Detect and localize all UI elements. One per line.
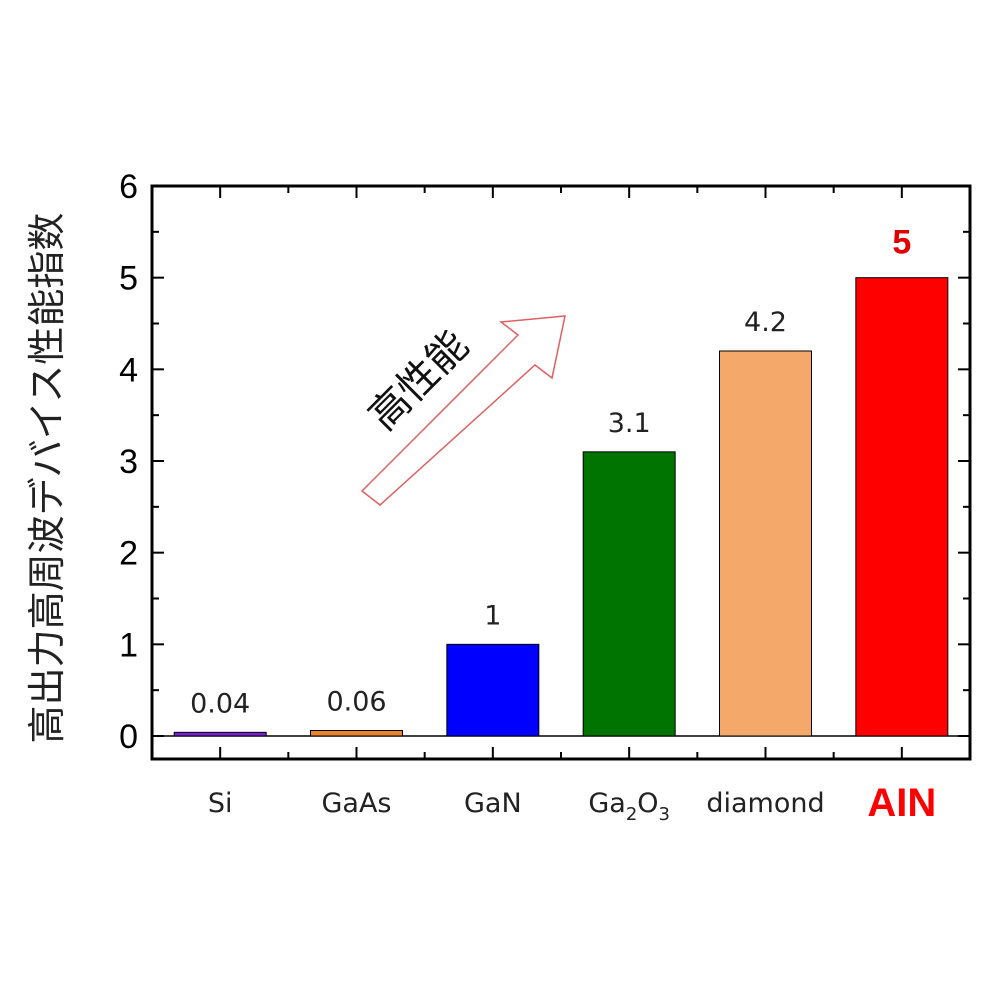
value-labels: 0.04 0.06 1 3.1 4.2 5 — [190, 224, 911, 720]
y-tick-labels: 0 1 2 3 4 5 6 — [119, 168, 138, 756]
bar-ga2o3 — [582, 451, 676, 737]
performance-arrow — [360, 315, 566, 506]
y-tick-label: 3 — [119, 443, 138, 481]
axis-ticks — [152, 185, 970, 759]
y-tick-label: 1 — [119, 626, 138, 664]
value-label: 0.04 — [190, 688, 250, 719]
bar-gaas — [310, 730, 403, 737]
value-label: 0.06 — [326, 687, 386, 718]
category-label: AIN — [867, 781, 936, 825]
category-labels: Si GaAs GaN Ga2O3 diamond AIN — [208, 781, 936, 825]
category-label: GaAs — [321, 788, 391, 819]
bar-gan — [446, 643, 540, 737]
value-label: 3.1 — [608, 408, 651, 439]
bar-si — [173, 731, 267, 737]
value-label: 1 — [484, 600, 501, 631]
y-tick-label: 6 — [119, 168, 138, 206]
category-label: Ga2O3 — [588, 788, 670, 825]
category-label: GaN — [464, 788, 522, 819]
bar-aln — [855, 277, 949, 737]
bars — [173, 277, 949, 737]
plot-frame — [150, 184, 972, 761]
y-tick-label: 4 — [119, 351, 138, 389]
category-label: Si — [208, 788, 233, 819]
y-axis-title: 高出力高周波デバイス性能指数 — [25, 213, 69, 744]
y-tick-label: 0 — [119, 718, 138, 756]
bar-diamond — [719, 350, 812, 737]
y-tick-label: 2 — [119, 535, 138, 573]
value-label: 5 — [892, 224, 911, 262]
category-label: diamond — [706, 788, 824, 819]
value-label: 4.2 — [744, 307, 787, 338]
y-tick-label: 5 — [119, 260, 138, 298]
